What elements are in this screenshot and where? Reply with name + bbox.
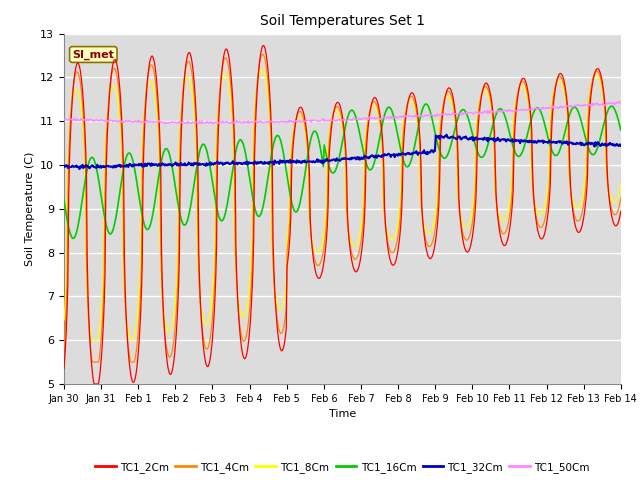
Legend: TC1_2Cm, TC1_4Cm, TC1_8Cm, TC1_16Cm, TC1_32Cm, TC1_50Cm: TC1_2Cm, TC1_4Cm, TC1_8Cm, TC1_16Cm, TC1… [91,457,594,477]
Text: SI_met: SI_met [72,49,114,60]
Title: Soil Temperatures Set 1: Soil Temperatures Set 1 [260,14,425,28]
X-axis label: Time: Time [329,409,356,419]
Y-axis label: Soil Temperature (C): Soil Temperature (C) [24,152,35,266]
